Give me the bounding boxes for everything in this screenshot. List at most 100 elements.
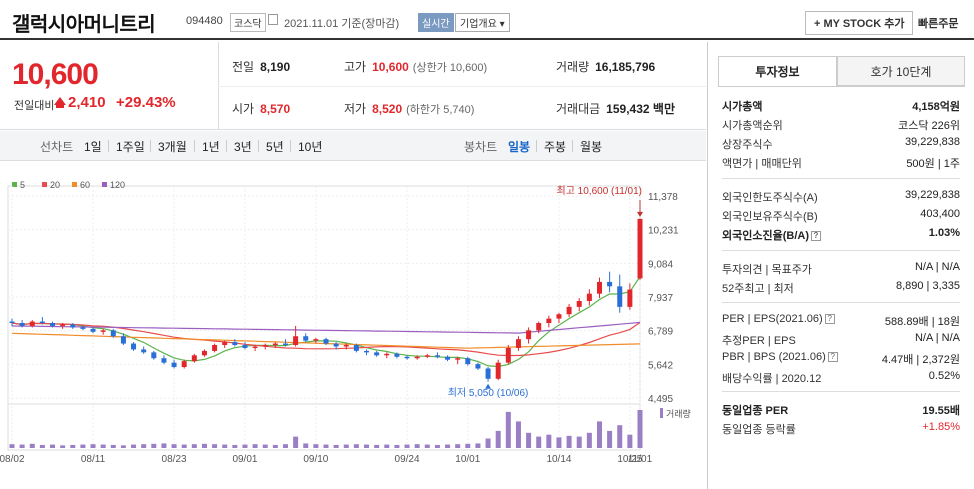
info-row-value: +1.85% bbox=[922, 421, 960, 433]
candle-body bbox=[627, 289, 633, 307]
price-change: 2,410 bbox=[68, 94, 106, 111]
period-3y[interactable]: 3년 bbox=[234, 140, 252, 154]
divider bbox=[718, 86, 965, 87]
period-1w[interactable]: 1주일 bbox=[116, 140, 145, 154]
volume-bar bbox=[181, 444, 187, 448]
stock-header: 갤럭시아머니트리 094480 코스닥 2021.11.01 기준(장마감) 실… bbox=[0, 0, 974, 40]
candle-body bbox=[333, 343, 339, 347]
period-tabs: 선차트 1일 1주일 3개월 1년 3년 5년 10년 봉차트 일봉 주봉 월봉 bbox=[0, 131, 706, 161]
candle-daily[interactable]: 일봉 bbox=[508, 140, 531, 154]
candle-body bbox=[181, 361, 187, 368]
price-chart[interactable]: 5 20 60 120 11,378 10,231 9,084 7,937 6,789 5,642… bbox=[0, 162, 706, 489]
x-tick-label: 09/10 bbox=[303, 454, 328, 465]
volume-bar bbox=[607, 430, 613, 448]
period-10y[interactable]: 10년 bbox=[298, 140, 323, 154]
tab-quote-10[interactable]: 호가 10단계 bbox=[837, 56, 965, 86]
candle-body bbox=[515, 339, 521, 348]
candle-body bbox=[364, 350, 370, 353]
info-row-value: 19.55배 bbox=[922, 405, 960, 417]
upper-limit: (상한가 10,600) bbox=[412, 62, 488, 74]
high-cell: 고가 10,600 (상한가 10,600) bbox=[344, 58, 487, 75]
help-icon[interactable]: ? bbox=[824, 314, 835, 325]
volume-bar bbox=[627, 434, 633, 448]
info-row-label: 상장주식수 bbox=[722, 139, 773, 151]
volume-bar bbox=[201, 443, 207, 448]
candle-body bbox=[323, 339, 329, 344]
volume-bar bbox=[272, 444, 278, 448]
y-tick-label: 9,084 bbox=[648, 259, 673, 270]
volume-bar bbox=[313, 444, 319, 448]
legend-label-120: 120 bbox=[110, 180, 125, 190]
volume-bar bbox=[80, 444, 86, 448]
candle-body bbox=[495, 362, 501, 379]
volume-bar bbox=[110, 444, 116, 448]
tab-investment-info[interactable]: 투자정보 bbox=[718, 56, 837, 86]
candle-body bbox=[29, 321, 35, 326]
divider bbox=[536, 140, 537, 152]
period-3m[interactable]: 3개월 bbox=[158, 140, 187, 154]
candle-body bbox=[404, 356, 410, 359]
candle-body bbox=[586, 293, 592, 302]
period-5y[interactable]: 5년 bbox=[266, 140, 284, 154]
x-tick-label: 10/14 bbox=[546, 454, 571, 465]
market-badge: 코스닥 bbox=[230, 13, 266, 32]
info-row: 외국인한도주식수(A) 39,229,838 bbox=[722, 189, 960, 207]
company-info-dropdown[interactable]: 기업개요 ▾ bbox=[455, 13, 510, 32]
candle-weekly[interactable]: 주봉 bbox=[544, 140, 567, 154]
info-row: 시가총액순위 코스닥 226위 bbox=[722, 117, 960, 135]
low-annotation: 최저 5,050 (10/06) bbox=[448, 387, 529, 399]
info-row-value: 4.47배 | 2,372원 bbox=[881, 354, 960, 366]
volume-bar bbox=[384, 444, 390, 448]
info-row-value: 8,890 | 3,335 bbox=[895, 280, 960, 292]
volume-bar bbox=[455, 444, 461, 448]
candle-body bbox=[374, 352, 380, 356]
volume-bar bbox=[445, 444, 451, 448]
candle-monthly[interactable]: 월봉 bbox=[580, 140, 603, 154]
stock-code: 094480 bbox=[186, 15, 223, 27]
volume-bar bbox=[171, 444, 177, 448]
info-row-label: 배당수익률 | 2020.12 bbox=[722, 373, 822, 385]
up-arrow-icon bbox=[54, 97, 66, 105]
info-row: 액면가 | 매매단위 500원 | 1주 bbox=[722, 155, 960, 173]
quick-order-link[interactable]: 빠른주문 bbox=[918, 18, 959, 30]
info-row-value: 39,229,838 bbox=[904, 136, 960, 148]
candle-body bbox=[526, 330, 532, 340]
realtime-button[interactable]: 실시간 bbox=[418, 13, 454, 32]
candle-body bbox=[90, 328, 96, 332]
volume-bar bbox=[9, 444, 15, 448]
volume-cell: 거래량 16,185,796 bbox=[556, 58, 655, 75]
volume-bar bbox=[50, 444, 56, 448]
volume-bar bbox=[151, 443, 157, 448]
candle-body bbox=[19, 323, 25, 326]
period-1d[interactable]: 1일 bbox=[84, 140, 102, 154]
candle-body bbox=[222, 342, 228, 346]
help-icon[interactable]: ? bbox=[827, 352, 838, 363]
volume-bar bbox=[526, 432, 532, 448]
volume-bar bbox=[29, 443, 35, 448]
period-1y[interactable]: 1년 bbox=[202, 140, 220, 154]
add-my-stock-button[interactable]: + MY STOCK 추가 bbox=[805, 11, 914, 35]
candle-body bbox=[343, 345, 349, 347]
volume-label: 거래량 bbox=[556, 60, 590, 74]
info-row: 배당수익률 | 2020.12 0.52% bbox=[722, 370, 960, 388]
info-row-value: N/A | N/A bbox=[914, 332, 960, 344]
help-icon[interactable]: ? bbox=[811, 231, 821, 242]
volume-bar bbox=[434, 444, 440, 448]
candle-body bbox=[272, 343, 278, 346]
candle-body bbox=[607, 281, 613, 287]
candle-body bbox=[303, 336, 309, 341]
y-tick-label: 7,937 bbox=[648, 293, 673, 304]
candle-body bbox=[424, 355, 430, 357]
info-row-value: 1.03% bbox=[928, 227, 960, 239]
prev-close-label: 전일 bbox=[232, 60, 255, 74]
info-row: 추정PER | EPS N/A | N/A bbox=[722, 332, 960, 350]
volume-bar bbox=[293, 436, 299, 448]
volume-bar bbox=[515, 421, 521, 448]
ma-line-120 bbox=[11, 321, 641, 334]
volume-bar bbox=[465, 443, 471, 448]
candle-body bbox=[485, 368, 491, 379]
info-row: 동일업종 등락률 +1.85% bbox=[722, 421, 960, 439]
info-row-label: 시가총액 bbox=[722, 101, 763, 113]
volume-bar bbox=[374, 444, 380, 448]
volume-bar bbox=[566, 435, 572, 448]
